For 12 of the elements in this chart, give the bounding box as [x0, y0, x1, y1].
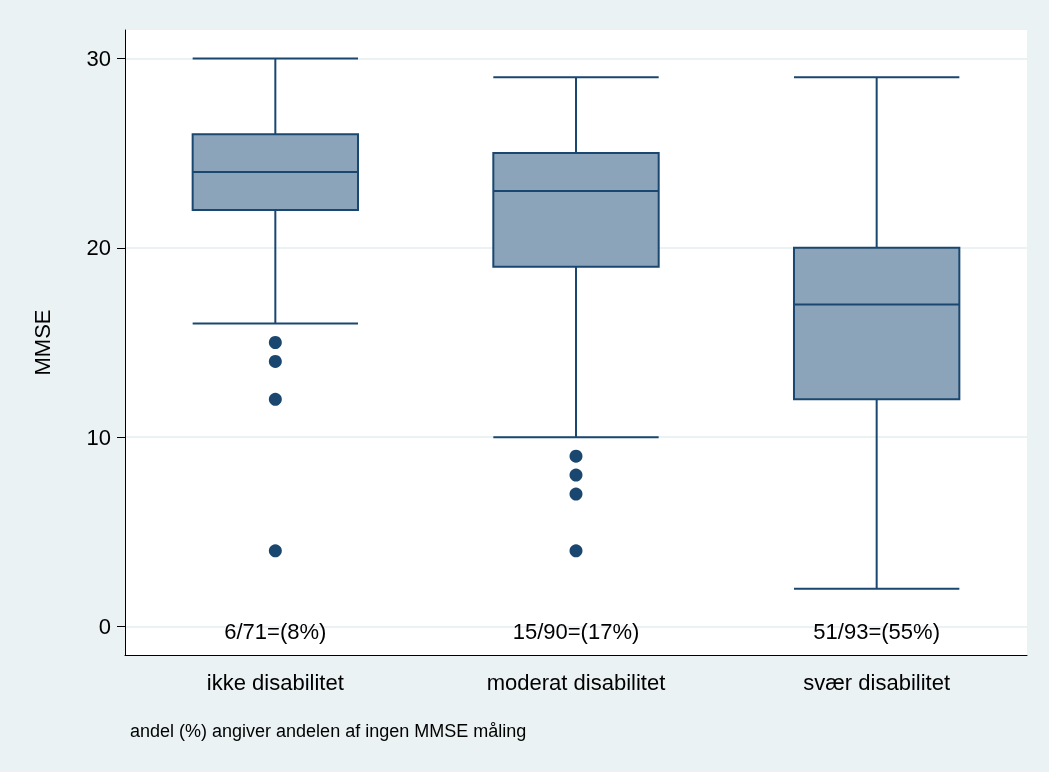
annotation: 6/71=(8%): [224, 618, 327, 644]
annotation: 15/90=(17%): [512, 618, 640, 644]
x-tick-label: ikke disabilitet: [206, 669, 344, 695]
x-tick-label: moderat disabilitet: [486, 669, 666, 695]
annotation: 51/93=(55%): [813, 618, 940, 644]
x-tick-label: svær disabilitet: [803, 669, 951, 695]
y-tick-label: 10: [86, 424, 111, 450]
y-tick-label: 30: [86, 45, 111, 71]
y-tick-label: 20: [86, 235, 111, 261]
text: andel (%) angiver andelen af ingen MMSE måling: [130, 721, 527, 741]
y-axis-title: MMSE: [29, 309, 55, 376]
y-tick-label: 0: [98, 614, 111, 640]
